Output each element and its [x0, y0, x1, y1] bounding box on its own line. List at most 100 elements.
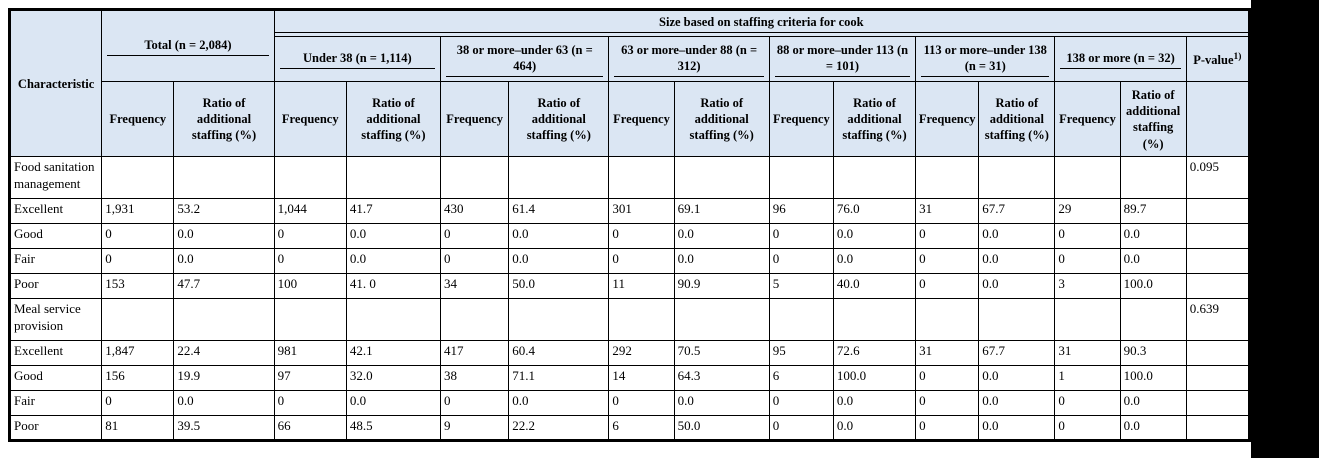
cell-ratio: 69.1: [673, 198, 770, 225]
cell-ratio: 100.0: [1119, 365, 1187, 392]
cell-frequency: 0: [915, 390, 980, 417]
characteristic-header: Characteristic: [8, 8, 103, 158]
cell-ratio: [1119, 156, 1187, 200]
cell-ratio: 60.4: [508, 340, 610, 367]
cell-frequency: 417: [440, 340, 510, 367]
row-label: Poor: [8, 415, 103, 442]
cell-frequency: 31: [915, 340, 980, 367]
row-label: Fair: [8, 248, 103, 275]
cell-frequency: 38: [440, 365, 510, 392]
cell-ratio: [673, 156, 770, 200]
cell-frequency: 1,847: [101, 340, 175, 367]
cell-ratio: 19.9: [173, 365, 275, 392]
cell-frequency: 0: [915, 365, 980, 392]
cell-ratio: 64.3: [673, 365, 770, 392]
cell-ratio: 0.0: [1119, 248, 1187, 275]
cell-frequency: 0: [101, 248, 175, 275]
cell-frequency: 9: [440, 415, 510, 442]
column-header-frequency: Frequency: [273, 81, 347, 158]
table-body: Food sanitation management 0.095 Excelle…: [8, 156, 1251, 442]
cell-frequency: [273, 298, 347, 342]
cell-frequency: 31: [1054, 340, 1121, 367]
cell-frequency: 0: [1054, 390, 1121, 417]
cell-ratio: 42.1: [345, 340, 442, 367]
cell-ratio: 0.0: [978, 248, 1056, 275]
cell-frequency: [440, 298, 510, 342]
cell-frequency: 14: [608, 365, 675, 392]
staffing-criteria-table: Characteristic Total (n = 2,084) Size ba…: [8, 8, 1251, 443]
header-row-spanner: Characteristic Total (n = 2,084) Size ba…: [8, 8, 1251, 158]
header-row-groups: Under 38 (n = 1,114) 38 or more–under 63…: [10, 36, 1251, 83]
cell-frequency: 0: [273, 248, 347, 275]
cell-ratio: 39.5: [173, 415, 275, 442]
cell-pvalue: [1185, 365, 1251, 392]
pvalue-footnote-mark: 1): [1233, 51, 1242, 62]
cell-frequency: 1: [1054, 365, 1121, 392]
cell-ratio: 100.0: [1119, 273, 1187, 300]
cell-ratio: 22.4: [173, 340, 275, 367]
column-header-frequency: Frequency: [440, 81, 510, 158]
cell-frequency: 430: [440, 198, 510, 225]
cell-frequency: 0: [768, 248, 834, 275]
table-row: Fair 0 0.0 0 0.0 0 0.0 0 0.0 0 0.0 0 0.0…: [8, 390, 1251, 417]
cell-frequency: 0: [1054, 415, 1121, 442]
cell-ratio: 0.0: [1119, 390, 1187, 417]
cell-ratio: 22.2: [508, 415, 610, 442]
pvalue-header: P-value1): [1185, 36, 1251, 83]
cell-ratio: 50.0: [508, 273, 610, 300]
table-row: Excellent 1,931 53.2 1,044 41.7 430 61.4…: [8, 198, 1251, 225]
spanner-header: Size based on staffing criteria for cook: [273, 8, 1251, 38]
cell-ratio: 70.5: [673, 340, 770, 367]
cell-frequency: 66: [273, 415, 347, 442]
cell-frequency: 97: [273, 365, 347, 392]
cell-frequency: 1,044: [273, 198, 347, 225]
cell-frequency: 0: [608, 223, 675, 250]
cell-ratio: [508, 298, 610, 342]
cell-frequency: 100: [273, 273, 347, 300]
cell-ratio: 0.0: [1119, 223, 1187, 250]
cell-frequency: 0: [608, 248, 675, 275]
row-label: Poor: [8, 273, 103, 300]
scan-black-strip: [1251, 0, 1319, 458]
cell-ratio: 0.0: [978, 273, 1056, 300]
row-label: Good: [8, 223, 103, 250]
group-header-138-more: 138 or more (n = 32): [1054, 36, 1187, 83]
pvalue-subheader-empty: [1185, 81, 1251, 158]
cell-frequency: 5: [768, 273, 834, 300]
cell-ratio: 0.0: [508, 390, 610, 417]
cell-frequency: 6: [768, 365, 834, 392]
column-header-frequency: Frequency: [101, 81, 175, 158]
group-header-113-138: 113 or more–under 138 (n = 31): [915, 36, 1056, 83]
cell-ratio: 0.0: [978, 223, 1056, 250]
cell-ratio: 71.1: [508, 365, 610, 392]
group-header-38-63: 38 or more–under 63 (n = 464): [440, 36, 610, 83]
cell-frequency: 0: [273, 390, 347, 417]
cell-frequency: 0: [768, 390, 834, 417]
cell-ratio: 0.0: [832, 415, 917, 442]
table-row: Good 156 19.9 97 32.0 38 71.1 14 64.3 6 …: [8, 365, 1251, 392]
cell-frequency: 0: [440, 223, 510, 250]
cell-ratio: 48.5: [345, 415, 442, 442]
cell-ratio: 41. 0: [345, 273, 442, 300]
cell-ratio: [173, 156, 275, 200]
cell-frequency: 0: [101, 390, 175, 417]
cell-pvalue: 0.095: [1185, 156, 1251, 200]
table-row: Excellent 1,847 22.4 981 42.1 417 60.4 2…: [8, 340, 1251, 367]
cell-frequency: [101, 298, 175, 342]
cell-frequency: [608, 156, 675, 200]
cell-frequency: 29: [1054, 198, 1121, 225]
cell-ratio: 0.0: [345, 248, 442, 275]
cell-frequency: 1,931: [101, 198, 175, 225]
cell-ratio: 0.0: [978, 365, 1056, 392]
cell-ratio: [978, 298, 1056, 342]
cell-ratio: [673, 298, 770, 342]
cell-pvalue: [1185, 415, 1251, 442]
cell-frequency: 6: [608, 415, 675, 442]
cell-frequency: 81: [101, 415, 175, 442]
cell-frequency: 34: [440, 273, 510, 300]
group-header-63-88: 63 or more–under 88 (n = 312): [608, 36, 770, 83]
cell-ratio: 90.9: [673, 273, 770, 300]
cell-frequency: 0: [915, 248, 980, 275]
column-header-frequency: Frequency: [608, 81, 675, 158]
header-row-subheaders: Frequency Ratio of additional staffing (…: [10, 81, 1251, 158]
